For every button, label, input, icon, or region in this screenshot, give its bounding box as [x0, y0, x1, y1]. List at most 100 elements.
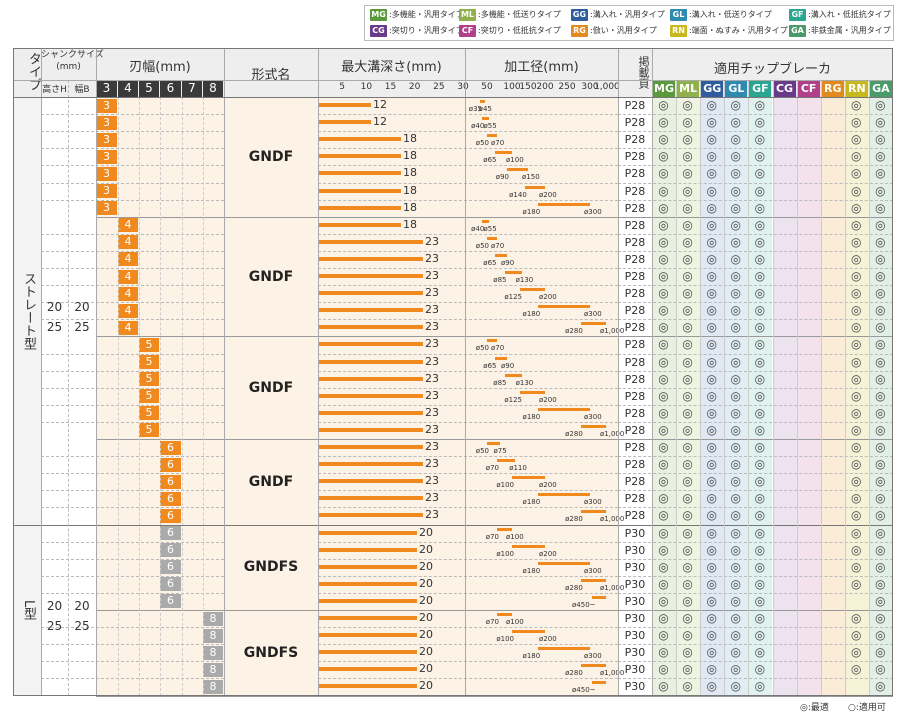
depth-tick-10: 10 [360, 82, 373, 92]
breaker-mark-rn: ◎ [851, 286, 862, 301]
blade-cell: 8 [203, 628, 223, 643]
breaker-mark-ml: ◎ [682, 645, 693, 660]
breaker-mark-gg: ◎ [706, 525, 717, 540]
row-divider [318, 199, 618, 201]
page-ref: P28 [624, 509, 646, 523]
row-divider [318, 165, 618, 167]
page-ref: P28 [624, 304, 646, 318]
depth-bar [319, 274, 423, 278]
breaker-mark-ga: ◎ [875, 611, 886, 625]
depth-bar [319, 616, 417, 620]
breaker-mark-ga: ◎ [875, 662, 886, 677]
breaker-col-line [796, 80, 798, 696]
row-divider [41, 165, 224, 167]
breaker-mark-ml: ◎ [682, 679, 693, 694]
dia-min: ø50 [475, 241, 489, 250]
breaker-mark-gg: ◎ [706, 98, 717, 112]
dia-range-bar [512, 630, 545, 634]
dia-range-bar [592, 681, 606, 685]
dia-min: ø180 [522, 652, 541, 661]
dia-max: ø90 [501, 258, 515, 267]
col-line [224, 48, 225, 696]
row-divider [618, 421, 893, 423]
dia-max: ø200 [539, 549, 557, 558]
breaker-mark-gl: ◎ [730, 98, 742, 112]
breaker-mark-gg: ◎ [706, 576, 717, 591]
page-ref: P28 [624, 116, 646, 130]
dia-tick-100: 100 [503, 82, 521, 92]
row-divider [318, 302, 618, 304]
depth-bar [319, 445, 423, 449]
depth-bar [319, 188, 401, 193]
depth-bar [319, 667, 417, 672]
breaker-mark-ml: ◎ [682, 457, 693, 472]
dia-min: ø125 [504, 293, 522, 302]
breaker-mark-gl: ◎ [730, 474, 742, 489]
blade-cell: 6 [160, 526, 181, 540]
breaker-mark-gf: ◎ [754, 525, 766, 540]
breaker-mark-rn: ◎ [851, 200, 862, 215]
legend-badge-rg: RG [571, 25, 588, 37]
breaker-mark-ga: ◎ [875, 200, 886, 215]
row-divider [318, 627, 618, 629]
shank-height: 20 25 [46, 299, 63, 334]
row-divider [41, 507, 224, 509]
breaker-mark-gl: ◎ [730, 576, 742, 591]
col-line [465, 48, 466, 696]
breaker-mark-gf: ◎ [754, 98, 766, 112]
breaker-mark-ml: ◎ [682, 611, 693, 625]
breaker-mark-gl: ◎ [730, 559, 742, 574]
dia-range-bar [580, 510, 606, 514]
breaker-mark-ga: ◎ [875, 183, 886, 198]
dia-range-bar [494, 151, 512, 155]
breaker-mark-gl: ◎ [730, 337, 742, 352]
row-divider [618, 661, 893, 663]
row-divider [618, 404, 893, 406]
dia-max: ø300 [584, 412, 602, 421]
depth-bar [319, 222, 401, 227]
breaker-mark-ga: ◎ [875, 354, 886, 369]
breaker-mark-rn: ◎ [851, 149, 862, 164]
breaker-mark-ga: ◎ [875, 457, 886, 472]
breaker-mark-rn: ◎ [851, 559, 862, 574]
breaker-mark-gf: ◎ [754, 303, 766, 318]
depth-bar [319, 376, 423, 381]
breaker-mark-ga: ◎ [875, 645, 886, 660]
blade-cell: 3 [96, 201, 117, 216]
dia-min: ø450~ [572, 686, 596, 695]
row-divider [618, 131, 893, 133]
row-divider [618, 165, 893, 167]
dia-min: ø85 [493, 276, 507, 284]
row-divider [41, 302, 224, 304]
blade-cell: 3 [96, 166, 117, 181]
breaker-mark-gl: ◎ [730, 388, 742, 403]
breaker-mark-mg: ◎ [658, 371, 669, 386]
row-divider [318, 575, 618, 577]
dia-max: ø130 [515, 276, 534, 284]
breaker-mark-rn: ◎ [851, 628, 862, 643]
breaker-mark-mg: ◎ [658, 405, 669, 420]
breaker-mark-rn: ◎ [851, 115, 862, 130]
depth-value: 18 [403, 183, 417, 197]
depth-bar [319, 342, 423, 347]
depth-value: 18 [403, 217, 417, 231]
header-type: タイプ [26, 52, 41, 91]
blade-cell: 4 [118, 320, 138, 335]
dia-max: ø100 [506, 618, 524, 626]
legend-badge-gf: GF [789, 9, 806, 21]
blade-cell: 5 [139, 389, 159, 404]
row-divider [318, 541, 618, 543]
row-divider [41, 627, 224, 629]
breaker-mark-ga: ◎ [875, 217, 886, 232]
blade-cell: 4 [118, 286, 138, 301]
legend-badge-gg: GG [571, 9, 588, 21]
breaker-mark-mg: ◎ [658, 166, 669, 181]
dia-max: ø1,000 [600, 583, 625, 592]
row-divider [318, 353, 618, 355]
breaker-mark-rn: ◎ [851, 183, 862, 198]
breaker-mark-ml: ◎ [682, 354, 693, 369]
row-divider [618, 575, 893, 577]
page-ref: P28 [624, 287, 646, 301]
dia-max: ø70 [491, 344, 505, 353]
breaker-mark-ml: ◎ [682, 628, 693, 643]
